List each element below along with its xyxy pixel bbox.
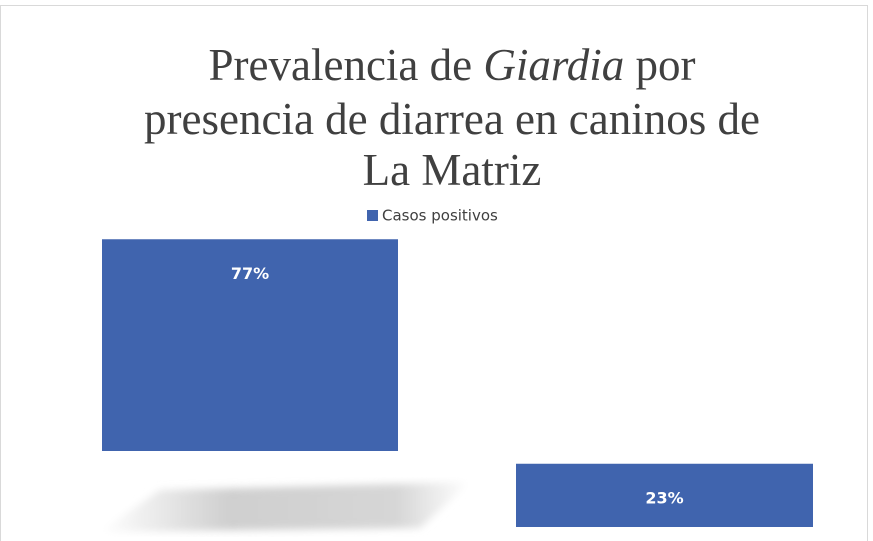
data-label: 23% bbox=[645, 488, 683, 507]
chart-title: Prevalencia de Giardia por bbox=[209, 40, 696, 90]
title-part: por bbox=[624, 40, 695, 90]
bar-shadow bbox=[100, 482, 470, 532]
bar bbox=[516, 463, 813, 527]
title-part: Giardia bbox=[483, 40, 624, 90]
legend-swatch bbox=[367, 210, 378, 221]
legend-label: Casos positivos bbox=[382, 207, 498, 225]
data-label: 77% bbox=[231, 264, 269, 283]
title-part: Prevalencia de bbox=[209, 40, 484, 90]
title-line: presencia de diarrea en caninos de bbox=[144, 94, 760, 144]
chart-border bbox=[0, 5, 868, 541]
bar bbox=[102, 239, 398, 451]
title-line: La Matriz bbox=[363, 145, 542, 195]
